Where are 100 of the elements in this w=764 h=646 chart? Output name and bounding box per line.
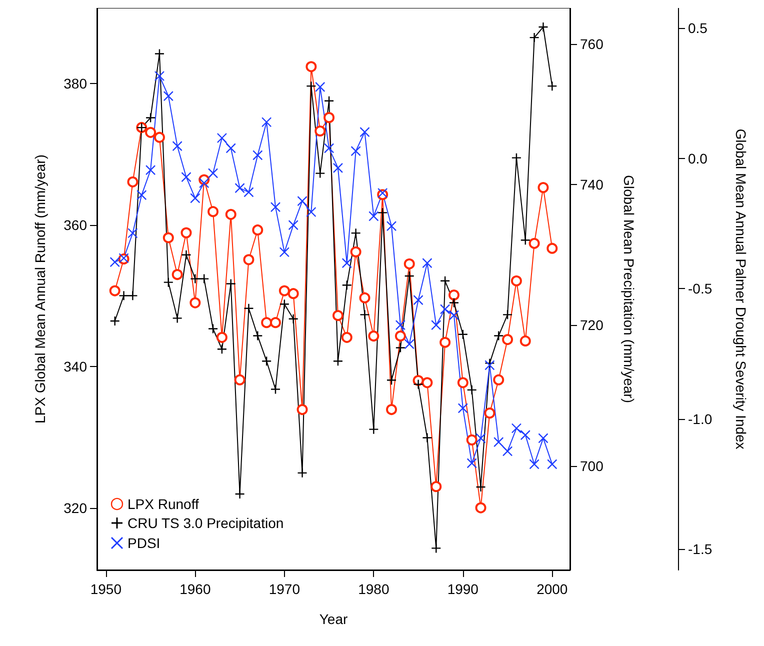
point: [368, 330, 380, 342]
point: [243, 254, 254, 266]
y2-tick-label: 700: [580, 458, 604, 474]
point: [538, 433, 548, 444]
point: [430, 481, 442, 492]
x-tick-label: 1970: [268, 581, 300, 597]
point: [528, 238, 540, 249]
point: [127, 176, 138, 188]
point: [128, 228, 138, 238]
point: [208, 168, 218, 178]
point: [475, 502, 486, 514]
point: [279, 299, 290, 310]
point: [360, 310, 370, 320]
point: [529, 32, 540, 43]
point: [493, 374, 504, 386]
point: [386, 220, 397, 232]
point: [547, 459, 558, 470]
point: [226, 143, 236, 154]
point: [448, 298, 460, 308]
point: [377, 208, 388, 218]
point: [154, 48, 165, 59]
point: [502, 334, 514, 346]
point: [145, 164, 156, 176]
point: [252, 330, 263, 341]
point: [288, 220, 298, 230]
x-tick-label: 1950: [90, 581, 122, 597]
point: [511, 423, 522, 434]
point: [252, 224, 264, 236]
point: [422, 432, 432, 443]
point: [270, 384, 281, 394]
point: [180, 227, 192, 238]
point: [270, 202, 281, 212]
point: [288, 314, 298, 324]
point: [190, 193, 200, 204]
point: [458, 403, 468, 414]
point: [162, 232, 174, 244]
y2-tick-label: 720: [580, 317, 604, 334]
point: [288, 288, 299, 300]
point: [234, 182, 245, 194]
point: [422, 258, 432, 268]
point: [296, 404, 308, 416]
point: [413, 379, 424, 390]
point: [342, 258, 352, 268]
point: [154, 70, 165, 82]
point: [136, 190, 147, 200]
point: [342, 280, 352, 290]
point: [278, 285, 290, 296]
point: [404, 258, 415, 270]
point: [332, 356, 344, 366]
point: [466, 384, 477, 396]
point: [332, 310, 344, 322]
point: [324, 112, 335, 124]
point: [244, 303, 254, 314]
point: [145, 126, 156, 138]
point: [386, 404, 398, 416]
point: [216, 344, 228, 354]
x-tick-label: 2000: [536, 581, 568, 597]
point: [244, 187, 254, 198]
y-tick-label: 360: [64, 217, 88, 234]
point: [431, 543, 442, 554]
point: [315, 168, 326, 178]
x-tick-label: 1990: [447, 581, 479, 597]
point: [270, 317, 281, 328]
point: [306, 206, 316, 218]
point: [502, 310, 513, 320]
point: [225, 208, 236, 220]
point: [198, 178, 210, 188]
point: [172, 269, 183, 280]
point: [359, 292, 370, 304]
point: [297, 468, 308, 478]
point: [324, 143, 334, 154]
point: [315, 82, 326, 92]
y3-tick-label: -1.0: [688, 410, 712, 427]
point: [413, 294, 424, 306]
point: [190, 274, 200, 284]
legend-label: PDSI: [128, 535, 160, 551]
point: [395, 342, 406, 353]
x-axis-title: Year: [319, 611, 348, 627]
point: [252, 150, 263, 160]
x-tick-label: 1960: [180, 581, 211, 597]
point: [208, 206, 219, 218]
point: [110, 256, 120, 268]
point: [198, 274, 210, 284]
point: [440, 304, 450, 314]
point: [332, 162, 344, 174]
point: [324, 96, 334, 106]
point: [163, 90, 174, 102]
point: [502, 446, 513, 456]
y-tick-label: 380: [64, 76, 88, 92]
point: [279, 247, 290, 258]
point: [360, 126, 370, 138]
y3-tick-label: 0.5: [688, 20, 708, 36]
point: [341, 332, 352, 343]
point: [394, 330, 406, 342]
point: [457, 377, 468, 388]
point: [431, 320, 442, 330]
point: [458, 329, 468, 340]
point: [520, 335, 531, 346]
y-tick-label: 340: [64, 358, 88, 374]
point: [538, 182, 549, 194]
